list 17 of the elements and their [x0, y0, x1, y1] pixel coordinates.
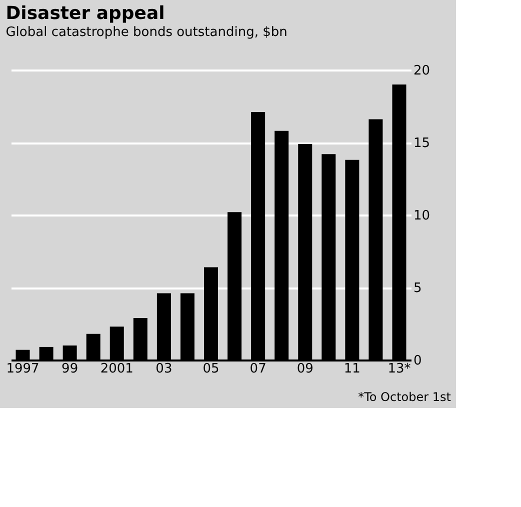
x-tick-label: 11	[344, 362, 360, 376]
chart-subtitle: Global catastrophe bonds outstanding, $bn	[6, 25, 288, 40]
x-tick-label: 07	[250, 362, 266, 376]
x-tick-label: 13*	[388, 362, 412, 376]
x-tick-label: 2001	[100, 362, 134, 376]
text: *To October 1st	[358, 390, 452, 404]
y-tick-label: 15	[414, 136, 430, 151]
x-tick-label: 09	[296, 362, 314, 376]
chart-title: Disaster appeal	[6, 3, 165, 24]
x-tick-label: 05	[202, 362, 220, 376]
y-tick-label: 0	[414, 354, 422, 368]
y-tick-label: 5	[414, 281, 422, 296]
y-tick-label: 20	[414, 64, 430, 78]
y-tick-label: 10	[414, 208, 430, 224]
x-tick-label: 03	[156, 362, 172, 376]
x-tick-label: 1997	[6, 362, 40, 376]
x-tick-label: 99	[62, 362, 78, 376]
